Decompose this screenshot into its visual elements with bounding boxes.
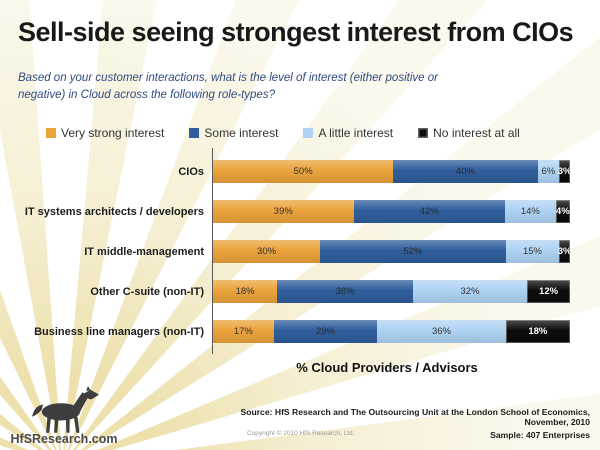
bar-segment: 52% (320, 240, 506, 264)
segment-value: 18% (235, 286, 255, 298)
bar-segment: 17% (213, 320, 274, 344)
horse-icon (32, 386, 100, 433)
segment-value: 18% (528, 326, 548, 338)
bar-segment: 12% (527, 280, 570, 304)
copyright-text: Copyright © 2010 HfS Research, Ltd. (247, 430, 355, 437)
x-axis-label: % Cloud Providers / Advisors (296, 359, 478, 375)
row-label: Other C-suite (non-IT) (90, 285, 204, 298)
stacked-bar: 39% 42% 14% 4% (213, 200, 570, 224)
segment-value: 30% (257, 246, 277, 258)
bar-segment: 50% (213, 160, 394, 184)
segment-value: 15% (522, 246, 542, 258)
segment-value: 39% (273, 206, 293, 218)
segment-value: 52% (403, 246, 423, 258)
bar-segment: 6% (537, 160, 560, 184)
y-axis-line (212, 147, 213, 354)
segment-value: 29% (315, 326, 335, 338)
legend-item: Some interest (189, 126, 278, 140)
row-label: CIOs (178, 165, 204, 178)
page-title: Sell-side seeing strongest interest from… (18, 17, 574, 47)
bar-segment: 40% (393, 160, 538, 184)
segment-value: 38% (335, 286, 355, 298)
chart-rows: CIOs 50% 40% 6% 3% IT systems architects / de… (0, 152, 600, 352)
survey-question: Based on your customer interactions, wha… (18, 72, 438, 102)
bar-segment: 30% (213, 240, 321, 264)
bar-segment: 38% (277, 280, 413, 304)
segment-value: 40% (455, 166, 475, 178)
legend-swatch-icon (418, 127, 429, 138)
segment-value: 3% (557, 166, 572, 178)
bar-segment: 36% (377, 320, 506, 344)
chart-row: IT systems architects / developers 39% 42%… (0, 192, 600, 232)
legend-item: Very strong interest (46, 126, 164, 140)
segment-value: 50% (293, 166, 313, 178)
segment-value: 12% (539, 286, 559, 298)
chart-row: IT middle-management 30% 52% 15% 3% (0, 232, 600, 272)
bar-segment: 3% (557, 240, 572, 264)
bar-segment: 39% (213, 200, 354, 224)
logo-text: HfSResearch.com (10, 432, 118, 446)
stacked-bar-chart: CIOs 50% 40% 6% 3% IT systems architects / de… (0, 147, 600, 354)
source-text: Source: HfS Research and The Outsourcing… (240, 407, 590, 427)
bar-segment: 42% (353, 200, 506, 224)
legend-label: No interest at all (433, 125, 520, 140)
segment-value: 3% (557, 246, 572, 258)
row-label: IT middle-management (84, 245, 204, 258)
bar-segment: 15% (505, 240, 560, 264)
hfs-logo: HfSResearch.com (4, 386, 124, 446)
segment-value: 36% (431, 326, 451, 338)
stacked-bar: 18% 38% 32% 12% (213, 280, 570, 304)
segment-value: 6% (541, 166, 556, 178)
legend-swatch-icon (189, 127, 200, 138)
row-label: Business line managers (non-IT) (34, 325, 204, 338)
legend-label: Some interest (204, 125, 279, 140)
segment-value: 32% (460, 286, 480, 298)
bar-segment: 4% (555, 200, 570, 224)
chart-row: CIOs 50% 40% 6% 3% (0, 152, 600, 192)
footer: Source: HfS Research and The Outsourcing… (195, 407, 590, 440)
chart-row: Business line managers (non-IT) 17% 29% 36%… (0, 312, 600, 352)
stacked-bar: 17% 29% 36% 18% (213, 320, 570, 344)
bar-segment: 14% (505, 200, 556, 224)
bar-segment: 18% (213, 280, 278, 304)
stacked-bar: 50% 40% 6% 3% (213, 160, 572, 184)
legend-swatch-icon (303, 127, 314, 138)
segment-value: 14% (520, 206, 540, 218)
bar-segment: 32% (412, 280, 528, 304)
bar-segment: 3% (557, 160, 572, 184)
chart-legend: Very strong interest Some interest A littl… (46, 126, 600, 140)
bar-segment: 29% (273, 320, 378, 344)
segment-value: 4% (555, 206, 570, 218)
segment-value: 17% (233, 326, 253, 338)
sample-text: Sample: 407 Enterprises (490, 430, 590, 440)
stacked-bar: 30% 52% 15% 3% (213, 240, 572, 264)
chart-row: Other C-suite (non-IT) 18% 38% 32% 12% (0, 272, 600, 312)
bar-segment: 18% (505, 320, 570, 344)
legend-label: Very strong interest (61, 125, 165, 140)
legend-label: A little interest (318, 125, 394, 140)
segment-value: 42% (419, 206, 439, 218)
legend-item: No interest at all (418, 126, 520, 140)
legend-swatch-icon (46, 127, 56, 138)
row-label: IT systems architects / developers (24, 205, 204, 218)
legend-item: A little interest (303, 126, 393, 140)
